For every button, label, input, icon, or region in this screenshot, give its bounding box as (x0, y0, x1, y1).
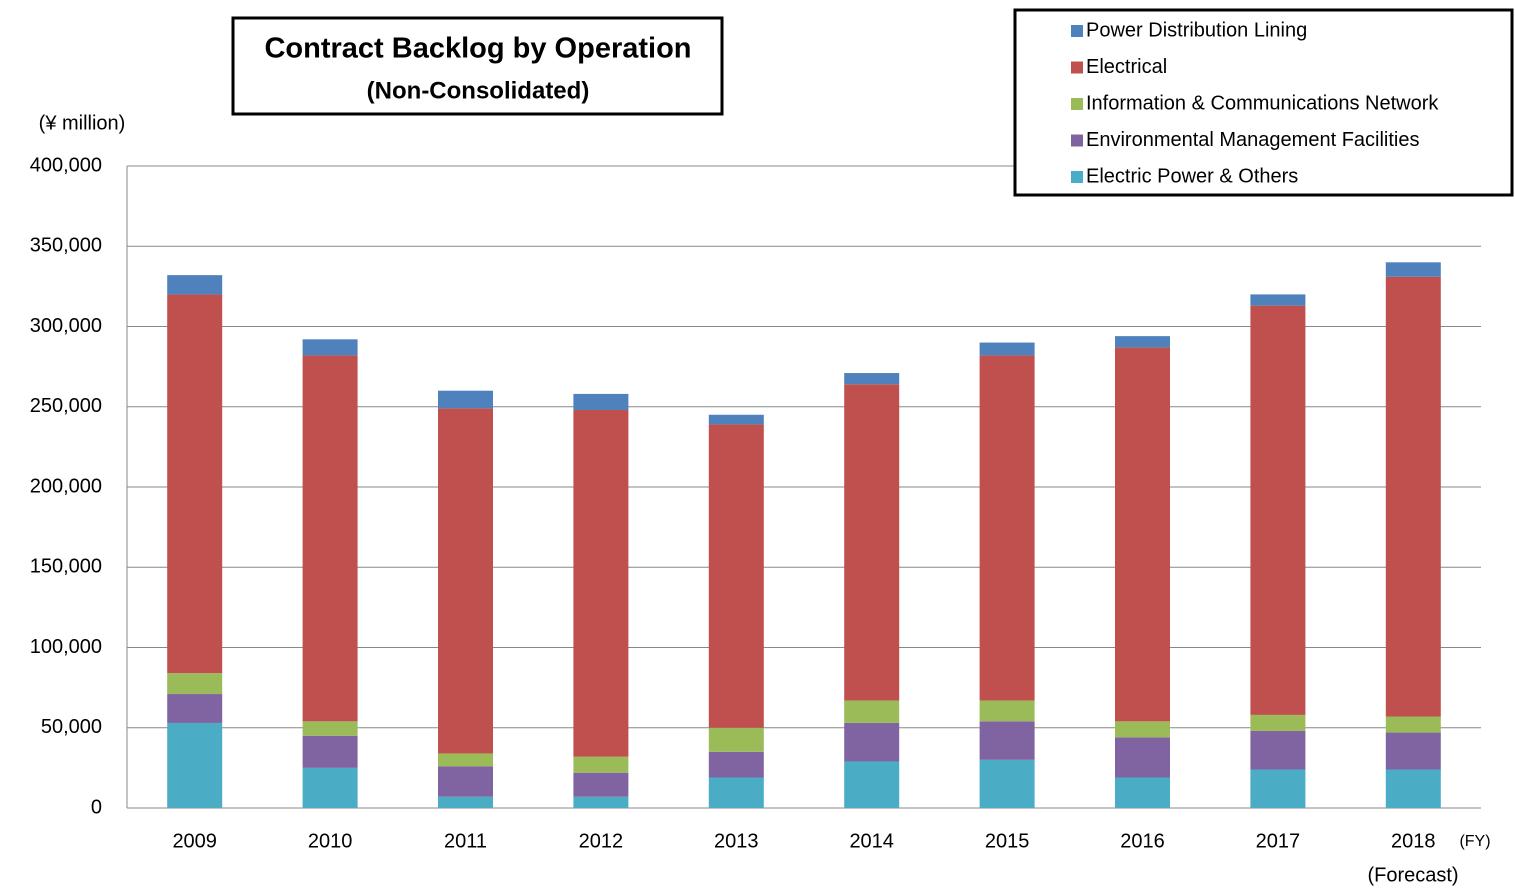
x-tick-label: 2017 (1256, 830, 1301, 852)
bar-segment (302, 339, 358, 356)
y-tick-label: 200,000 (30, 475, 102, 497)
legend-label: Information & Communications Network (1086, 92, 1439, 114)
bar-segment (708, 727, 764, 752)
x-tick-label: 2011 (444, 830, 487, 852)
bar-segment (708, 777, 764, 808)
bar-segment (1115, 777, 1170, 808)
x-tick-label: 2010 (308, 830, 353, 852)
legend-label: Power Distribution Lining (1086, 19, 1307, 41)
bar-segment (167, 694, 223, 723)
x-tick-label: 2016 (1120, 830, 1165, 852)
bar-segment (1115, 737, 1170, 778)
y-tick-label: 300,000 (30, 315, 102, 337)
bar-segment (573, 393, 629, 410)
bar-segment (1250, 294, 1306, 306)
bar-segment (844, 384, 900, 701)
bar-segment (1250, 730, 1306, 770)
bar-segment (167, 294, 223, 674)
bar-segment (1385, 716, 1441, 733)
bar-segment (708, 751, 764, 778)
legend-label: Electric Power & Others (1086, 165, 1298, 187)
bar-segment (438, 390, 493, 409)
legend-label: Electrical (1086, 56, 1167, 78)
bar-segment (1115, 336, 1170, 348)
legend-swatch (1071, 25, 1083, 37)
bar-segment (167, 673, 223, 695)
x-tick-label: 2014 (849, 830, 894, 852)
x-tick-label: 2015 (985, 830, 1030, 852)
bar-segment (708, 424, 764, 728)
bar-segment (1385, 276, 1441, 717)
y-tick-label: 350,000 (30, 235, 102, 257)
legend-label: Environmental Management Facilities (1086, 129, 1420, 151)
bar-segment (979, 700, 1035, 722)
bar-segment (573, 772, 629, 797)
bar-segment (573, 409, 629, 757)
bar-segment (1250, 769, 1306, 808)
y-tick-label: 50,000 (41, 716, 102, 738)
legend-swatch (1071, 61, 1083, 74)
bar-segment (979, 721, 1035, 760)
annotation: (Forecast) (1367, 864, 1458, 886)
x-tick-label: 2012 (579, 830, 624, 852)
bar-segment (1385, 769, 1441, 808)
bar-segment (844, 373, 900, 385)
x-tick-label: 2013 (714, 830, 759, 852)
legend-swatch (1071, 98, 1083, 110)
legend-box (1013, 8, 1514, 197)
x-tick-label: 2018 (1391, 830, 1436, 852)
bar-segment (1115, 721, 1170, 738)
bar-segment (708, 414, 764, 425)
bar-segment (1250, 714, 1306, 731)
legend-swatch (1071, 171, 1083, 183)
y-tick-label: 150,000 (30, 556, 102, 578)
bar-segment (573, 796, 629, 808)
bar-segment (979, 759, 1035, 808)
bar-segment (438, 766, 493, 797)
bar-segment (1385, 732, 1441, 770)
bar-segment (302, 735, 358, 768)
y-axis-label: (¥ million) (39, 112, 126, 134)
bar-segment (573, 756, 629, 773)
bar-segment (844, 722, 900, 762)
bar-segment (438, 408, 493, 754)
bar-segment (1250, 305, 1306, 715)
bar-segment (302, 767, 358, 808)
bar-segment (979, 342, 1035, 356)
bar-segment (167, 275, 223, 295)
bar-segment (438, 753, 493, 767)
bar-segment (302, 355, 358, 722)
y-tick-label: 100,000 (30, 636, 102, 658)
x-tick-label: 2009 (172, 830, 217, 852)
legend-swatch (1071, 134, 1083, 147)
chart-subtitle: (Non-Consolidated) (367, 77, 590, 104)
bar-segment (1115, 347, 1170, 722)
bar-segment (844, 700, 900, 723)
y-tick-label: 0 (91, 796, 102, 818)
bar-segment (979, 355, 1035, 701)
bar-segment (167, 722, 223, 808)
bar-segment (844, 761, 900, 808)
bar-segment (302, 721, 358, 736)
chart-title: Contract Backlog by Operation (264, 33, 691, 65)
bar-segment (1385, 262, 1441, 277)
y-tick-label: 400,000 (30, 154, 102, 176)
y-tick-label: 250,000 (30, 395, 102, 417)
bar-segment (438, 796, 493, 808)
x-axis-label: (FY) (1459, 833, 1490, 850)
title-box (231, 16, 724, 116)
